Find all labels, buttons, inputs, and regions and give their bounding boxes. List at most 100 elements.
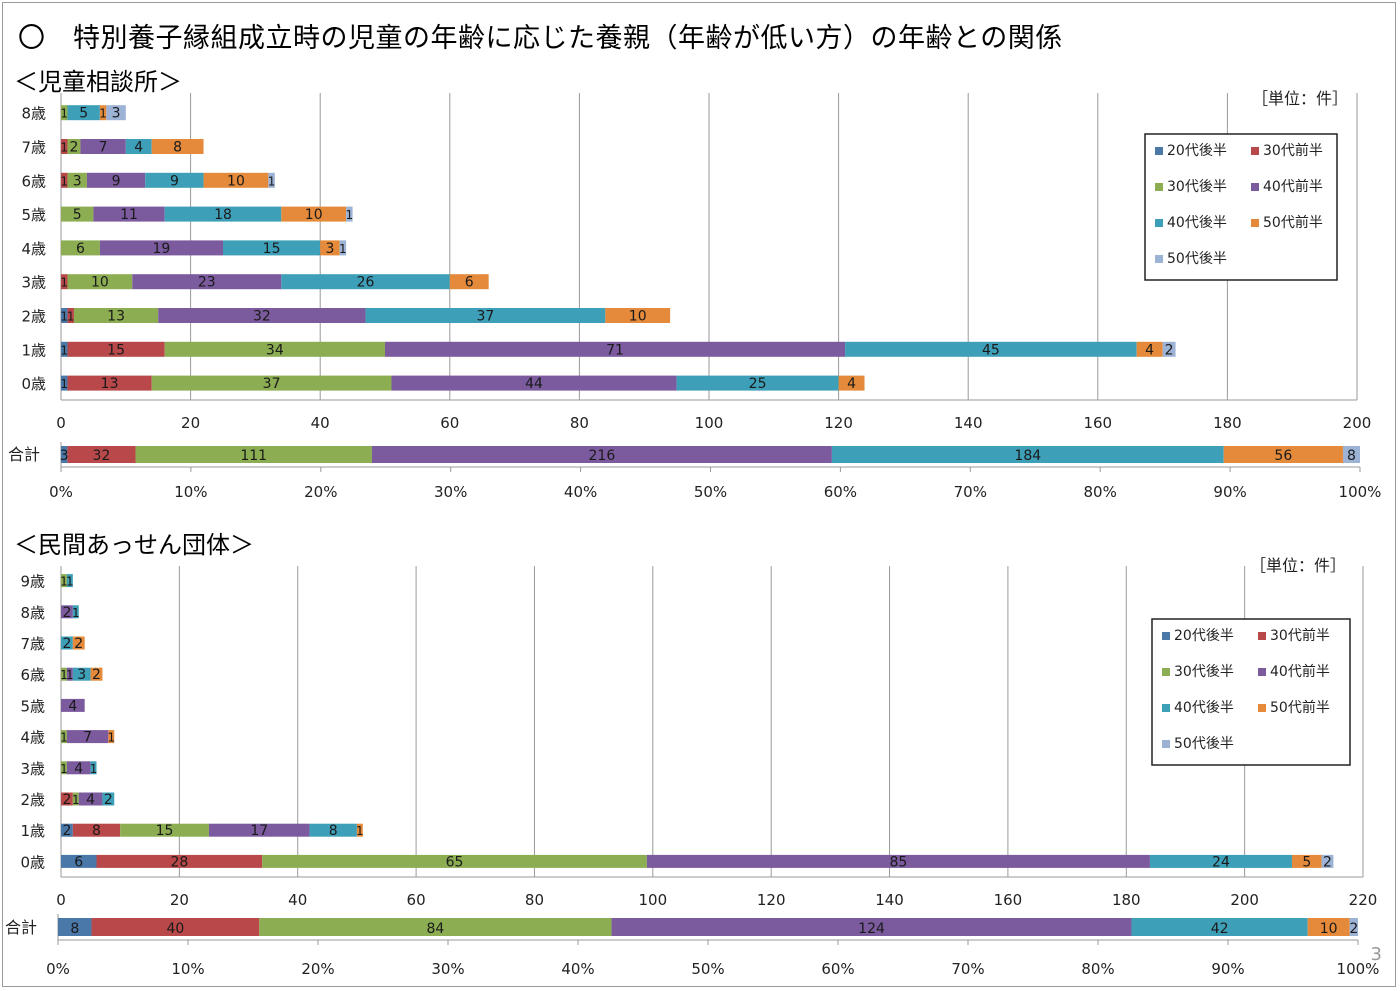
bar-segment bbox=[90, 667, 103, 681]
bar-segment bbox=[78, 792, 103, 806]
total-segment bbox=[67, 446, 136, 463]
data-label: 15 bbox=[156, 823, 174, 839]
data-label: 1 bbox=[60, 668, 68, 682]
total-x-tick-label: 20% bbox=[304, 483, 337, 501]
bar-segment bbox=[158, 308, 366, 323]
legend-entry: 50代後半 bbox=[1167, 251, 1227, 267]
bar-segment bbox=[61, 730, 67, 744]
section-title-minkan: ＜民間あっせん団体＞ bbox=[14, 531, 254, 559]
data-label: 1 bbox=[60, 310, 68, 324]
data-label: 6 bbox=[465, 275, 474, 291]
bar-segment bbox=[66, 574, 73, 588]
bar-segment bbox=[67, 139, 81, 154]
bar-segment bbox=[365, 308, 606, 323]
total-label: 合計 bbox=[8, 445, 40, 464]
x-tick-label: 20 bbox=[181, 414, 200, 432]
data-label: 1 bbox=[60, 107, 68, 121]
bar-segment bbox=[86, 172, 146, 188]
data-label: 1 bbox=[90, 762, 98, 776]
bar-segment bbox=[66, 667, 73, 681]
bar-segment bbox=[72, 636, 85, 650]
x-tick-label: 160 bbox=[1083, 414, 1112, 432]
total-data-label: 216 bbox=[589, 448, 616, 464]
data-label: 10 bbox=[305, 207, 323, 223]
x-tick-label: 180 bbox=[1112, 891, 1141, 909]
total-segment bbox=[831, 446, 1224, 463]
total-x-tick-label: 40% bbox=[561, 960, 594, 978]
bar-segment bbox=[61, 854, 97, 868]
bar-segment bbox=[845, 341, 1137, 357]
bar-segment bbox=[164, 341, 385, 357]
category-label: 8歳 bbox=[21, 105, 46, 123]
data-label: 1 bbox=[60, 575, 68, 589]
category-label: 7歳 bbox=[21, 139, 46, 157]
bar-segment bbox=[66, 761, 91, 775]
bar-segment bbox=[61, 139, 68, 154]
bar-segment bbox=[151, 139, 204, 154]
total-data-label: 32 bbox=[93, 448, 111, 464]
data-label: 11 bbox=[120, 207, 138, 223]
data-label: 13 bbox=[107, 309, 125, 325]
data-label: 71 bbox=[606, 342, 624, 358]
x-tick-label: 140 bbox=[875, 891, 904, 909]
bar-segment bbox=[1291, 854, 1322, 868]
bar-segment bbox=[93, 206, 165, 222]
bar-segment bbox=[309, 823, 357, 837]
legend-entry: 40代後半 bbox=[1174, 700, 1234, 716]
legend-swatch bbox=[1251, 147, 1259, 155]
data-label: 4 bbox=[1145, 342, 1154, 358]
bar-segment bbox=[1136, 341, 1163, 357]
legend-swatch bbox=[1162, 704, 1170, 712]
bar-segment bbox=[151, 375, 392, 391]
legend-swatch bbox=[1251, 183, 1259, 191]
data-label: 23 bbox=[198, 275, 216, 291]
legend-entry: 40代後半 bbox=[1167, 215, 1227, 231]
category-label: 6歳 bbox=[21, 172, 46, 190]
data-label: 2 bbox=[62, 636, 71, 652]
bar-segment bbox=[61, 206, 94, 222]
category-label: 0歳 bbox=[20, 853, 45, 871]
total-segment bbox=[1131, 918, 1308, 936]
data-label: 1 bbox=[60, 174, 68, 188]
total-x-tick-label: 90% bbox=[1211, 960, 1244, 978]
total-segment bbox=[259, 918, 612, 936]
page-title: 〇 特別養子縁組成立時の児童の年齢に応じた養親（年齢が低い方）の年齢との関係 bbox=[18, 23, 1063, 54]
total-segment bbox=[371, 446, 832, 463]
legend-swatch bbox=[1155, 255, 1163, 263]
data-label: 1 bbox=[60, 276, 68, 290]
data-label: 26 bbox=[357, 275, 375, 291]
bar-segment bbox=[356, 823, 363, 837]
bar-segment bbox=[67, 308, 74, 323]
data-label: 1 bbox=[60, 141, 68, 155]
total-data-label: 124 bbox=[858, 921, 885, 937]
bar-segment bbox=[346, 206, 353, 222]
data-label: 9 bbox=[170, 173, 179, 189]
legend-swatch bbox=[1155, 219, 1163, 227]
bar-segment bbox=[73, 308, 159, 323]
bar-segment bbox=[90, 761, 97, 775]
data-label: 44 bbox=[525, 376, 543, 392]
category-label: 1歳 bbox=[20, 822, 45, 840]
data-label: 1 bbox=[99, 107, 107, 121]
legend-swatch bbox=[1258, 632, 1266, 640]
category-label: 5歳 bbox=[21, 206, 46, 224]
data-label: 2 bbox=[62, 823, 71, 839]
data-label: 6 bbox=[74, 854, 83, 870]
data-label: 2 bbox=[69, 140, 78, 156]
bar-segment bbox=[61, 698, 85, 712]
total-x-tick-label: 0% bbox=[46, 960, 70, 978]
data-label: 28 bbox=[170, 854, 188, 870]
total-segment bbox=[1349, 918, 1358, 936]
data-label: 10 bbox=[629, 309, 647, 325]
data-label: 5 bbox=[73, 207, 82, 223]
total-data-label: 56 bbox=[1274, 448, 1292, 464]
data-label: 17 bbox=[250, 823, 268, 839]
data-label: 15 bbox=[107, 342, 125, 358]
data-label: 3 bbox=[77, 667, 86, 683]
bar-segment bbox=[80, 139, 126, 154]
total-data-label: 111 bbox=[240, 448, 267, 464]
x-tick-label: 20 bbox=[170, 891, 189, 909]
